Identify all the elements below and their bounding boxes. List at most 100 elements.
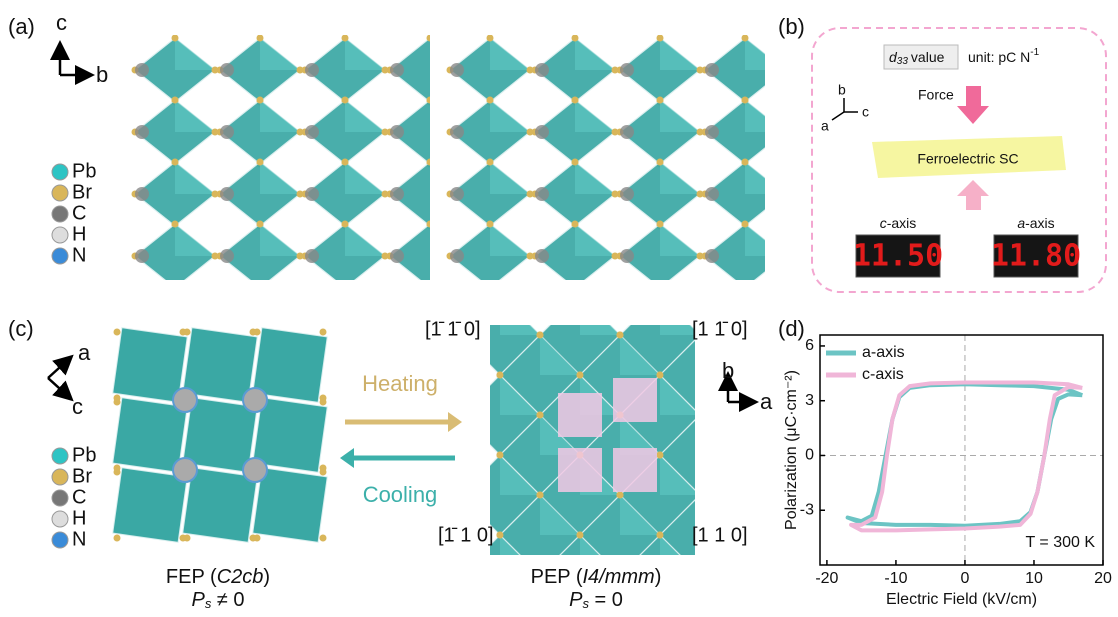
- br-atom: [254, 535, 261, 542]
- direction-label: [1 1̄ 0]: [692, 318, 748, 340]
- organic-cation: [705, 187, 719, 201]
- br-atom: [697, 492, 704, 499]
- octahedron-face: [740, 455, 780, 495]
- br-atom: [572, 159, 579, 166]
- br-atom: [737, 372, 744, 379]
- octahedron-face: [745, 162, 785, 194]
- br-atom: [537, 412, 544, 419]
- br-atom: [697, 572, 704, 579]
- br-atom: [737, 372, 744, 379]
- br-atom: [782, 129, 789, 136]
- organic-cation: [535, 63, 549, 77]
- br-atom: [537, 332, 544, 339]
- legend-label: N: [72, 244, 86, 266]
- x-axis-label: Electric Field (kV/cm): [886, 591, 1037, 608]
- organic-cation: [135, 63, 149, 77]
- br-atom: [697, 412, 704, 419]
- organic-cation: [243, 388, 267, 412]
- br-atom: [697, 492, 704, 499]
- organic-cation: [135, 187, 149, 201]
- ps-label: Ps ≠ 0: [191, 589, 244, 611]
- annotation: T = 300 K: [1025, 534, 1095, 551]
- organic-cation: [220, 187, 234, 201]
- br-atom: [184, 535, 191, 542]
- br-atom: [657, 452, 664, 459]
- organic-cation: [305, 249, 319, 263]
- br-atom: [657, 372, 664, 379]
- y-tick-label: 3: [805, 392, 814, 409]
- br-atom: [257, 159, 264, 166]
- x-tick-label: -10: [884, 570, 907, 587]
- br-atom: [427, 35, 434, 42]
- cooling-arrow: [340, 448, 354, 468]
- br-atom: [257, 35, 264, 42]
- br-atom: [487, 97, 494, 104]
- octahedron-face: [700, 415, 740, 455]
- octahedron-face: [500, 295, 540, 335]
- phase-label: PEP (I4/mmm): [531, 566, 662, 588]
- organic-cation: [450, 63, 464, 77]
- br-atom: [114, 329, 121, 336]
- br-atom: [697, 412, 704, 419]
- br-atom: [782, 67, 789, 74]
- br-atom: [497, 372, 504, 379]
- br-atom: [342, 97, 349, 104]
- panel-label: (a): [8, 14, 35, 39]
- br-atom: [697, 572, 704, 579]
- organic-cation: [613, 448, 657, 492]
- organic-cation: [390, 249, 404, 263]
- organic-cation: [535, 187, 549, 201]
- organic-cation: [305, 63, 319, 77]
- br-atom: [697, 572, 704, 579]
- legend-swatch: [52, 206, 68, 222]
- br-atom: [257, 285, 264, 292]
- legend-label: c-axis: [862, 366, 904, 383]
- organic-cation: [305, 187, 319, 201]
- readout-label: c-axis: [880, 215, 917, 231]
- organic-cation: [220, 63, 234, 77]
- legend-label: a-axis: [862, 344, 905, 361]
- br-atom: [172, 97, 179, 104]
- br-atom: [577, 532, 584, 539]
- organic-cation: [135, 249, 149, 263]
- organic-cation: [173, 458, 197, 482]
- axis-label: b: [96, 62, 108, 87]
- organic-cation: [135, 125, 149, 139]
- direction-label: [1̄ 1̄ 0]: [425, 318, 481, 340]
- ps-label: Ps = 0: [569, 589, 623, 611]
- legend-swatch: [52, 164, 68, 180]
- x-tick-label: 0: [960, 570, 969, 587]
- organic-cation: [390, 63, 404, 77]
- br-atom: [172, 35, 179, 42]
- br-atom: [737, 372, 744, 379]
- br-atom: [657, 97, 664, 104]
- force-label: Force: [918, 87, 954, 103]
- legend-label: H: [72, 507, 86, 529]
- br-atom: [697, 412, 704, 419]
- axis-suffix: -axis: [1025, 215, 1055, 231]
- br-atom: [782, 253, 789, 260]
- force-arrow: [957, 180, 989, 210]
- octahedron-face: [580, 295, 620, 335]
- readout-label: a-axis: [1017, 215, 1054, 231]
- direction-label: [1 1 0]: [692, 524, 748, 546]
- organic-cation: [220, 125, 234, 139]
- br-atom: [342, 221, 349, 228]
- organic-cation: [450, 249, 464, 263]
- br-atom: [742, 221, 749, 228]
- br-atom: [737, 292, 744, 299]
- br-atom: [257, 221, 264, 228]
- br-atom: [342, 285, 349, 292]
- br-atom: [737, 452, 744, 459]
- br-atom: [742, 35, 749, 42]
- structure: [447, 35, 789, 292]
- legend-swatch: [52, 532, 68, 548]
- axis-suffix: -axis: [887, 215, 917, 231]
- organic-cation: [613, 378, 657, 422]
- br-atom: [114, 469, 121, 476]
- force-arrow: [957, 86, 989, 124]
- y-tick-label: 6: [805, 337, 814, 354]
- direction-label: [1̄ 1 0]: [438, 524, 494, 546]
- readout-value: 11.50: [853, 239, 943, 274]
- panel-label: (c): [8, 316, 34, 341]
